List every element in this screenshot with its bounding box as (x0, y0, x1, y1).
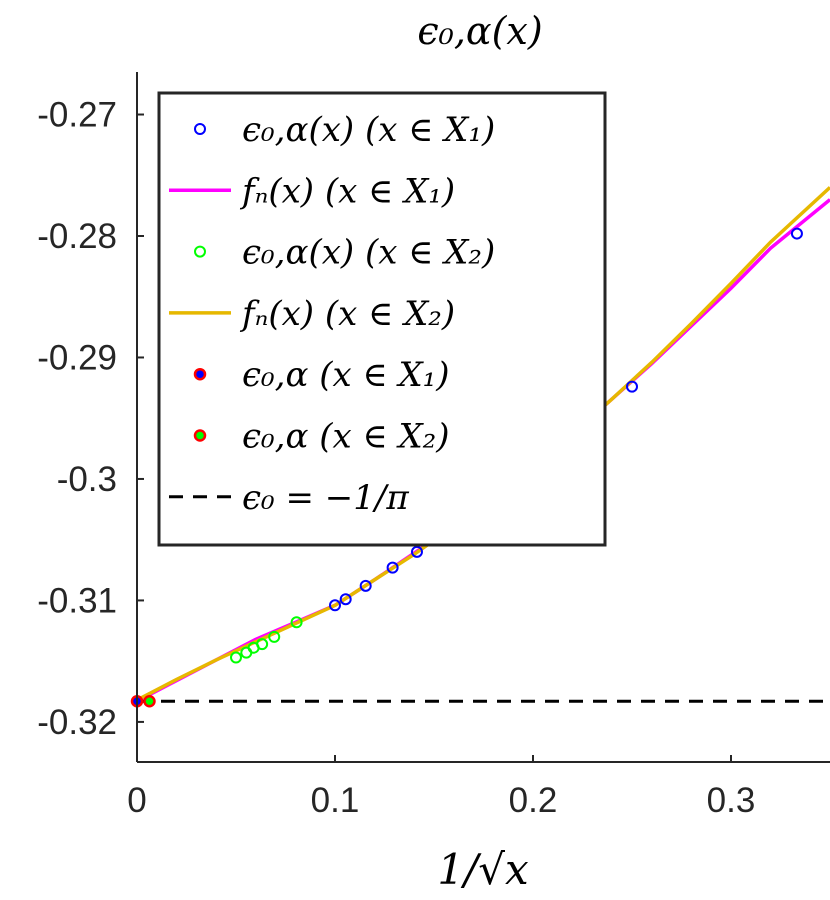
legend-entry-5-marker (193, 367, 207, 381)
series-1-point-9 (329, 599, 341, 612)
x-axis-label: 1/√x (437, 845, 529, 894)
legend-box (157, 91, 607, 547)
series-1-point-5 (410, 545, 423, 558)
ticks-layer: 0 0.1 0.2 0.3 -0.27 -0.28 -0.29 -0.3 -0.31 -0.32 (37, 96, 755, 820)
legend-entry-2: fₙ(x) (x ∈ X₁) (169, 171, 455, 211)
legend-entry-6-label: ϵ₀,α (x ∈ X₂) (242, 417, 450, 457)
series-3-point-6 (230, 651, 242, 664)
legend-entry-4-label: fₙ(x) (x ∈ X₂) (239, 294, 455, 334)
series-3-point-1 (290, 616, 303, 629)
series-1-point-1 (790, 227, 803, 240)
legend-entry-6-marker (193, 429, 207, 442)
legend-entry-1-label: ϵ₀,α(x) (x ∈ X₁) (242, 110, 495, 150)
series-3-point-5 (240, 646, 253, 659)
legend-entry-2-label: fₙ(x) (x ∈ X₁) (239, 171, 455, 211)
series-1-point-2 (626, 380, 638, 393)
axes-layer (136, 72, 830, 763)
series-6-point-1 (143, 695, 156, 708)
legend-entry-5-label: ϵ₀,α (x ∈ X₁) (242, 355, 450, 395)
x-tick-label-2: 0.1 (311, 781, 360, 820)
series-1-point-8 (339, 593, 352, 606)
y-tick-label-4: -0.3 (57, 460, 117, 499)
legend-entry-6: ϵ₀,α (x ∈ X₂) (193, 417, 450, 457)
series-1-point-6 (386, 561, 399, 574)
legend-entry-7: ϵ₀ = −1/π (169, 478, 409, 518)
x-tick-label-1: 0 (127, 781, 146, 820)
series-1-point-7 (359, 579, 372, 592)
legend-entry-3-label: ϵ₀,α(x) (x ∈ X₂) (242, 233, 495, 273)
series-3-point-2 (268, 630, 281, 643)
legend: ϵ₀,α(x) (x ∈ X₁) fₙ(x) (x ∈ X₁) ϵ₀,α(x) (x… (157, 91, 607, 547)
legend-entry-7-label: ϵ₀ = −1/π (242, 478, 409, 518)
legend-entry-3-marker (194, 245, 206, 258)
y-tick-label-1: -0.27 (37, 96, 117, 135)
legend-entry-1: ϵ₀,α(x) (x ∈ X₁) (194, 110, 495, 150)
legend-entry-4: fₙ(x) (x ∈ X₂) (169, 294, 455, 334)
legend-entry-3: ϵ₀,α(x) (x ∈ X₂) (194, 233, 495, 273)
y-tick-label-5: -0.31 (37, 581, 117, 620)
y-tick-label-6: -0.32 (37, 703, 117, 742)
legend-entry-1-marker (194, 123, 206, 135)
x-tick-label-4: 0.3 (707, 781, 756, 820)
x-tick-label-3: 0.2 (509, 781, 558, 820)
legend-entry-5: ϵ₀,α (x ∈ X₁) (193, 355, 450, 395)
y-tick-label-2: -0.28 (37, 217, 117, 256)
chart-title: ϵ₀,α(x) (417, 9, 542, 53)
y-tick-label-3: -0.29 (37, 338, 117, 377)
